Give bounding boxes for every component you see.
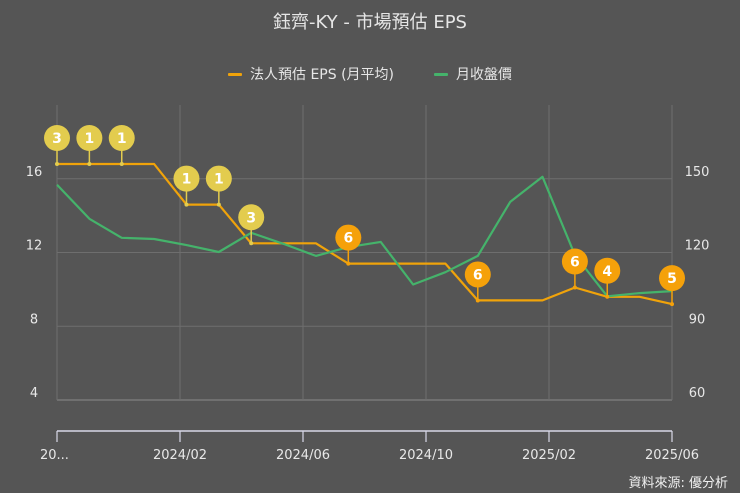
analyst-count-marker: 3 [44, 125, 70, 166]
marker-bubble [561, 248, 588, 275]
marker-bubble [76, 125, 103, 151]
right-tick-label: 120 [685, 239, 710, 254]
analyst-count-marker: 4 [594, 257, 621, 299]
legend-item-price[interactable]: 月收盤價 [434, 64, 512, 84]
marker-dot [55, 162, 59, 166]
marker-bubble [238, 204, 265, 231]
price-point [185, 244, 188, 247]
eps-point [541, 299, 544, 302]
analyst-count-marker: 1 [205, 165, 232, 207]
marker-bubble [108, 125, 135, 151]
x-tick-label: 2025/02 [522, 448, 576, 463]
analyst-count-marker: 6 [561, 248, 588, 290]
source-credit: 資料來源: 優分析 [628, 476, 728, 491]
price-point [314, 254, 317, 257]
x-tick-label: 20... [40, 448, 69, 463]
eps-point [412, 262, 415, 265]
marker-label: 5 [667, 271, 677, 287]
marker-bubble [44, 125, 70, 151]
marker-dot [249, 241, 254, 246]
eps-line [57, 162, 673, 306]
price-point [120, 236, 123, 239]
marker-dot [216, 202, 221, 207]
marker-dot [605, 294, 610, 299]
price-point [282, 242, 285, 245]
analyst-count-marker: 6 [335, 224, 362, 266]
marker-bubble [205, 165, 232, 192]
left-tick-label: 4 [30, 386, 38, 401]
marker-label: 3 [246, 210, 256, 226]
analyst-count-marker: 1 [76, 125, 103, 166]
price-point [153, 237, 156, 240]
price-point [412, 283, 415, 286]
marker-dot [572, 285, 577, 290]
marker-dot [184, 202, 189, 207]
eps-point [638, 295, 641, 298]
price-point [217, 251, 220, 254]
right-tick-label: 90 [689, 312, 706, 327]
price-point [56, 183, 59, 186]
price-point [88, 217, 91, 220]
legend-label-price: 月收盤價 [456, 67, 512, 83]
price-point [541, 175, 544, 178]
legend-item-eps[interactable]: 法人預估 EPS (月平均) [228, 64, 394, 84]
marker-dot [475, 298, 480, 303]
price-line [56, 175, 673, 298]
marker-dot [119, 162, 124, 166]
marker-label: 3 [52, 131, 62, 147]
eps-point [153, 163, 156, 166]
analyst-count-marker: 5 [659, 265, 685, 307]
eps-point [444, 262, 447, 265]
price-point [379, 240, 382, 243]
eps-point [509, 299, 512, 302]
marker-bubble [335, 224, 362, 251]
price-point [638, 292, 641, 295]
marker-label: 1 [214, 172, 224, 188]
left-tick-label: 8 [30, 312, 38, 327]
marker-label: 1 [182, 172, 192, 188]
marker-bubble [173, 165, 200, 192]
legend-label-eps: 法人預估 EPS (月平均) [250, 67, 394, 83]
x-tick-label: 2024/02 [153, 448, 207, 463]
analyst-count-marker: 3 [238, 204, 265, 246]
analyst-count-marker: 6 [464, 261, 491, 303]
legend: 法人預估 EPS (月平均) 月收盤價 [0, 64, 740, 84]
analyst-count-marker: 1 [108, 125, 135, 166]
marker-label: 6 [570, 255, 580, 271]
left-tick-label: 12 [26, 239, 43, 254]
marker-dot [346, 261, 351, 266]
marker-label: 6 [473, 267, 483, 283]
marker-label: 1 [84, 131, 94, 147]
legend-swatch-eps [228, 72, 242, 76]
marker-dot [87, 162, 92, 166]
left-tick-label: 16 [26, 165, 43, 180]
marker-label: 1 [117, 131, 127, 147]
right-tick-label: 60 [689, 386, 706, 401]
marker-bubble [464, 261, 491, 288]
marker-label: 4 [602, 264, 612, 280]
x-tick-label: 2024/06 [276, 448, 330, 463]
marker-label: 6 [343, 231, 353, 247]
marker-bubble [594, 257, 621, 284]
right-tick-label: 150 [685, 165, 710, 180]
x-tick-label: 2025/06 [645, 448, 699, 463]
price-point [476, 254, 479, 257]
marker-dot [670, 302, 674, 307]
x-tick-label: 2024/10 [399, 448, 453, 463]
price-point [509, 200, 512, 203]
chart-title: 鈺齊-KY - 市場預估 EPS [273, 12, 467, 33]
price-point [444, 271, 447, 274]
eps-point [379, 262, 382, 265]
marker-bubble [659, 265, 685, 292]
eps-point [314, 242, 317, 245]
legend-swatch-price [434, 72, 448, 76]
analyst-count-marker: 1 [173, 165, 200, 207]
